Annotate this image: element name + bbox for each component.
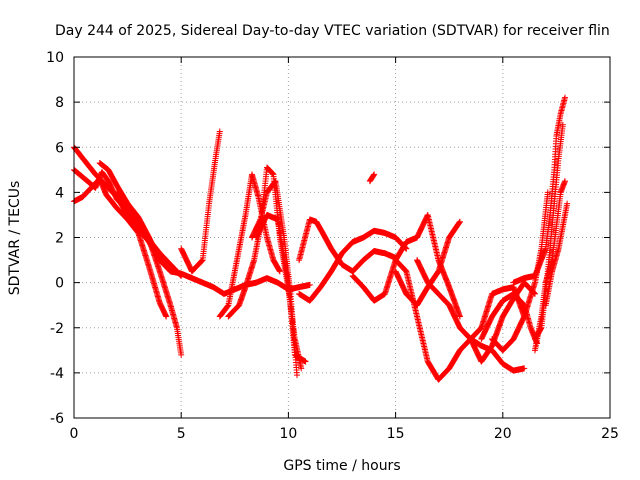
x-tick-label: 15 bbox=[387, 426, 405, 442]
y-tick-label: 2 bbox=[55, 231, 64, 247]
data-point bbox=[521, 365, 528, 372]
y-tick-label: 4 bbox=[55, 185, 64, 201]
trace-m bbox=[349, 211, 463, 320]
data-point bbox=[177, 272, 184, 279]
data-point bbox=[293, 372, 300, 379]
data-points bbox=[71, 94, 571, 383]
data-point bbox=[199, 257, 206, 264]
x-tick-label: 20 bbox=[494, 426, 512, 442]
y-tick-label: 10 bbox=[46, 50, 64, 66]
trace-g bbox=[216, 171, 283, 320]
data-point bbox=[298, 365, 305, 372]
x-tick-label: 0 bbox=[70, 426, 79, 442]
data-point bbox=[198, 258, 205, 265]
data-point bbox=[163, 313, 170, 320]
data-point bbox=[272, 178, 279, 185]
y-axis-label: SDTVAR / TECUs bbox=[7, 181, 23, 296]
data-point bbox=[276, 268, 283, 275]
data-point bbox=[561, 94, 568, 101]
y-tick-label: -6 bbox=[50, 411, 64, 427]
data-point bbox=[456, 218, 463, 225]
data-point bbox=[456, 313, 463, 320]
grid-lines bbox=[74, 57, 610, 418]
trace-f bbox=[178, 128, 223, 275]
trace-l bbox=[296, 227, 410, 304]
data-point bbox=[306, 281, 313, 288]
data-point bbox=[302, 358, 309, 365]
data-point bbox=[178, 272, 185, 279]
y-tick-label: 0 bbox=[55, 276, 64, 292]
y-tick-label: -2 bbox=[50, 321, 64, 337]
trace-p bbox=[392, 218, 463, 309]
data-point bbox=[178, 351, 185, 358]
trace-c bbox=[71, 175, 170, 320]
trace-e bbox=[113, 189, 185, 358]
x-tick-label: 25 bbox=[601, 426, 619, 442]
data-point bbox=[402, 267, 409, 274]
data-point bbox=[177, 271, 184, 278]
trace-k bbox=[296, 216, 399, 275]
data-point bbox=[216, 128, 223, 135]
x-tick-label: 5 bbox=[177, 426, 186, 442]
x-tick-label: 10 bbox=[279, 426, 297, 442]
trace-o bbox=[392, 257, 528, 383]
y-tick-label: -4 bbox=[50, 366, 64, 382]
trace-n bbox=[366, 171, 378, 185]
x-axis-label: GPS time / hours bbox=[283, 458, 400, 474]
trace-j bbox=[253, 211, 309, 365]
data-point bbox=[371, 171, 378, 178]
y-tick-label: 8 bbox=[55, 95, 64, 111]
chart-title: Day 244 of 2025, Sidereal Day-to-day VTE… bbox=[55, 23, 610, 39]
data-point bbox=[224, 303, 231, 310]
y-tick-label: 6 bbox=[55, 140, 64, 156]
